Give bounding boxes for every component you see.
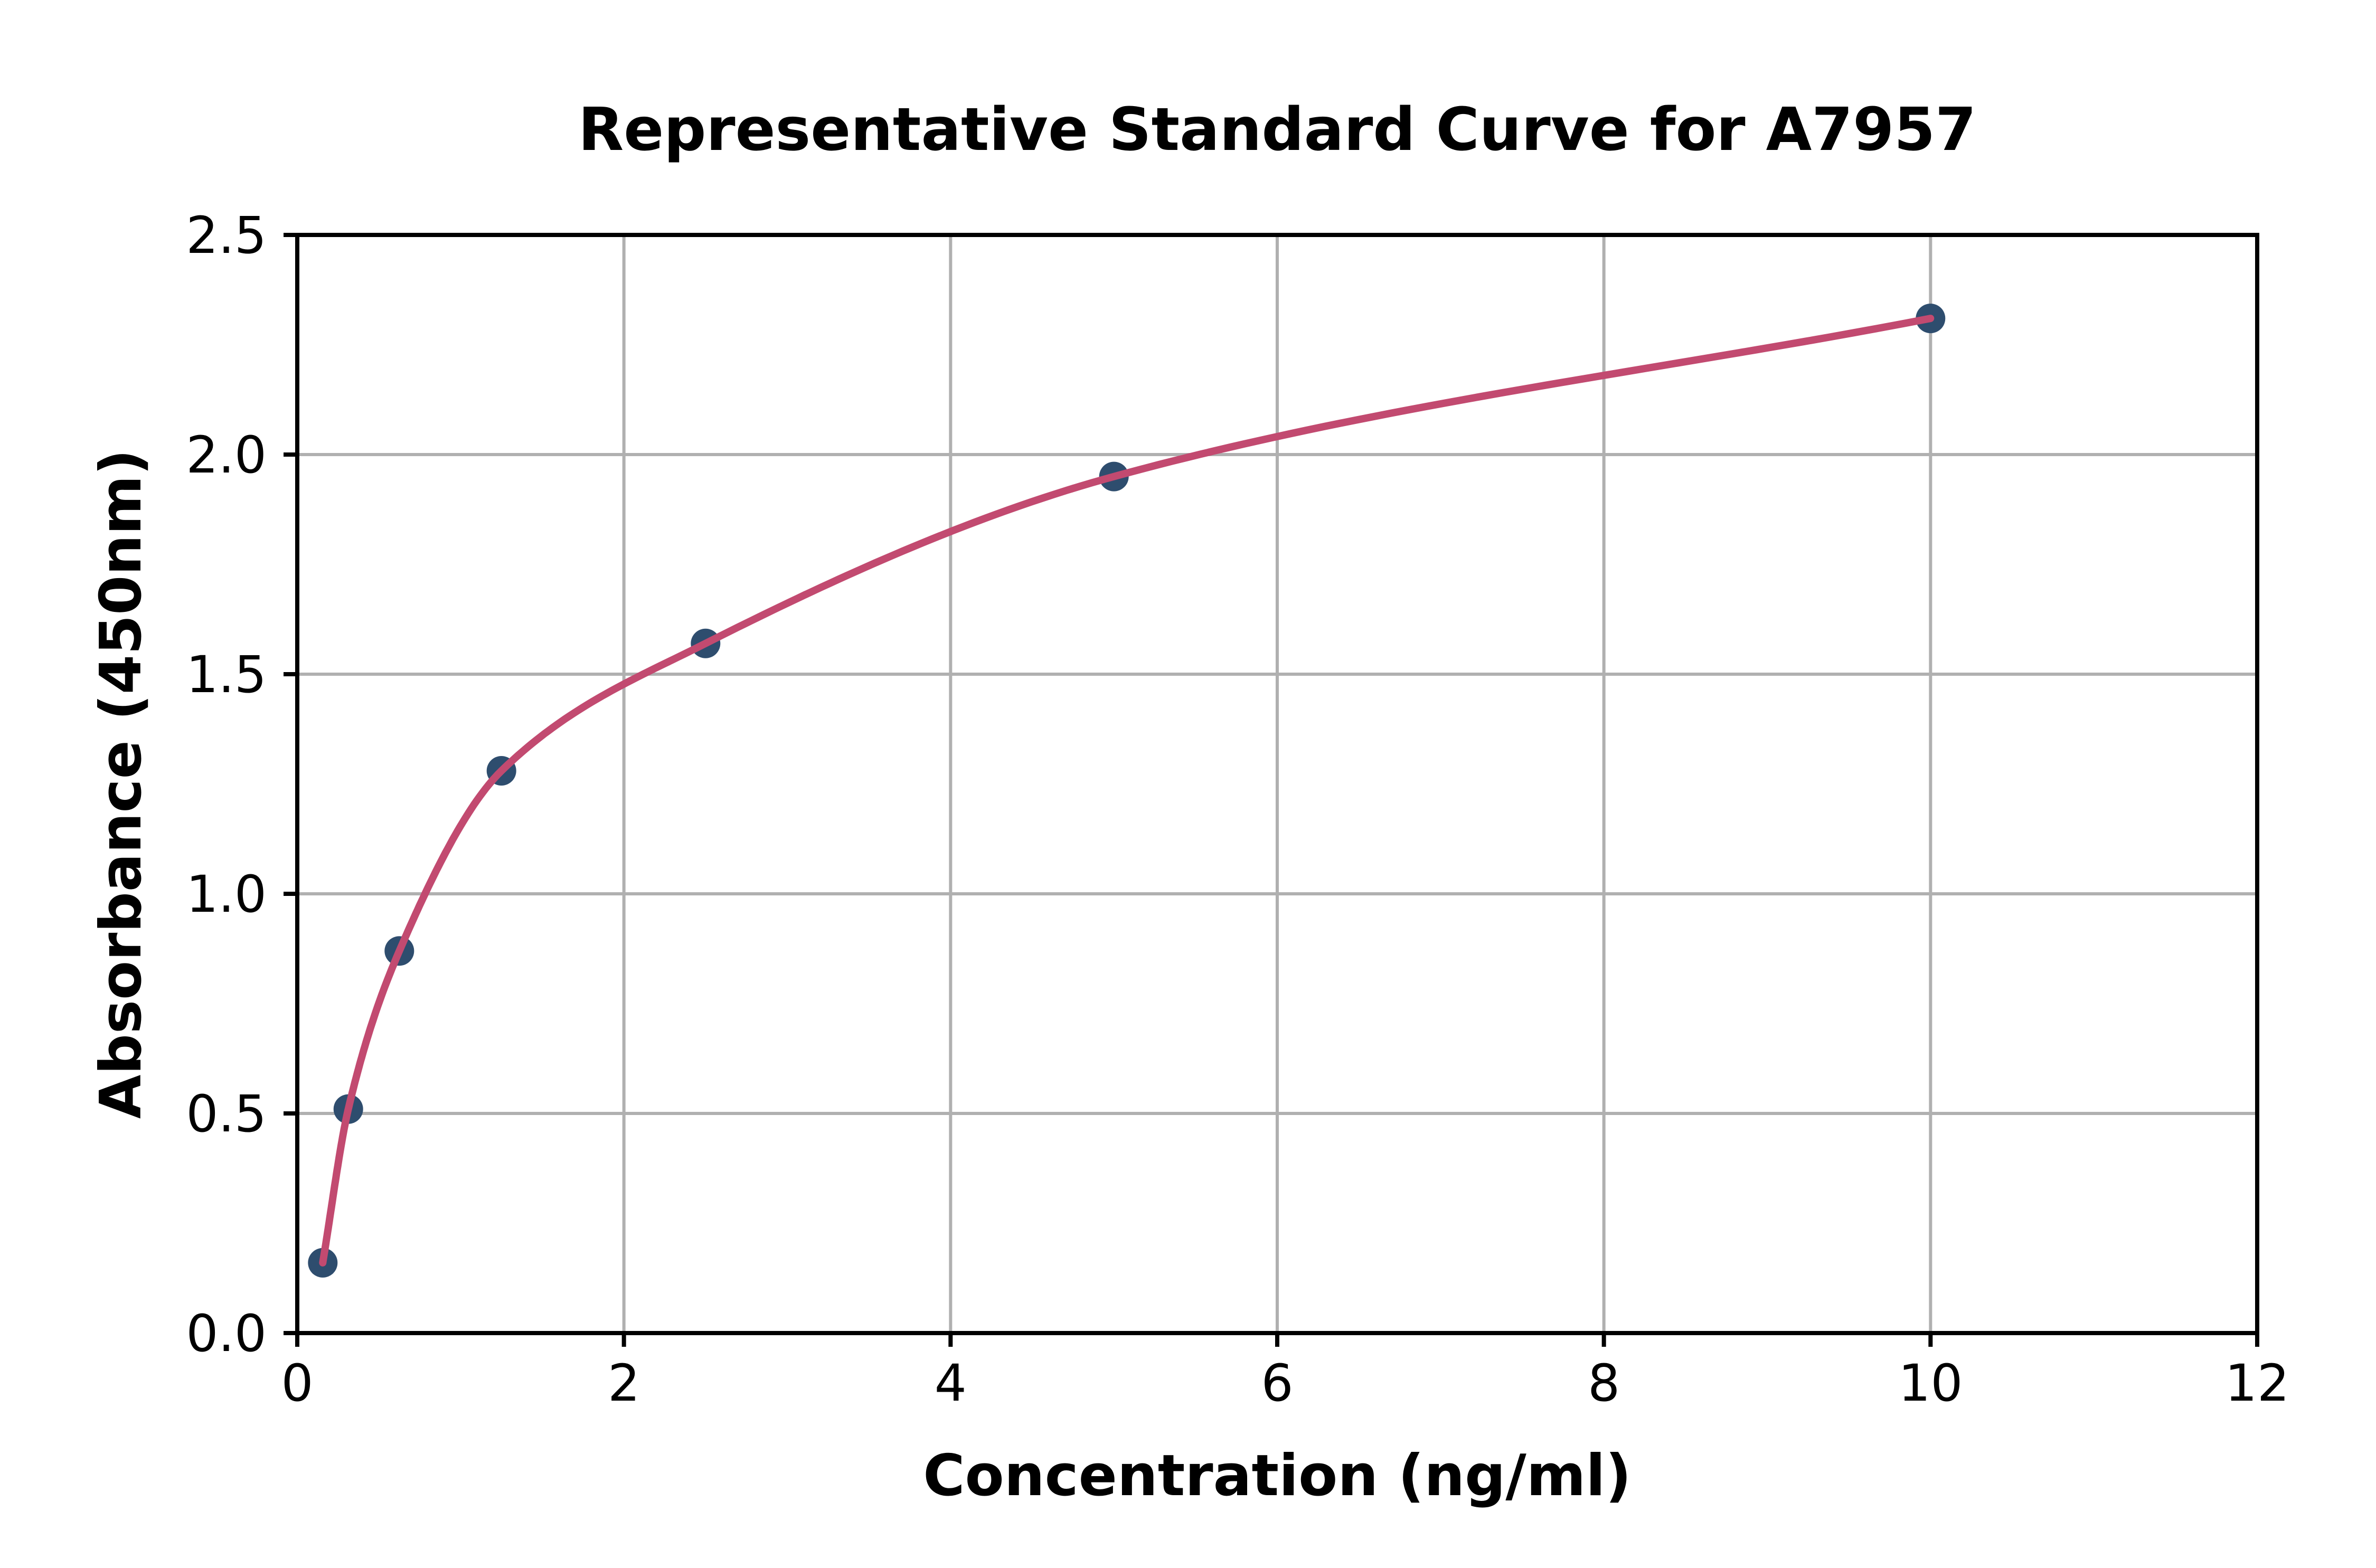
x-tick-label: 0 xyxy=(281,1354,313,1413)
gridlines xyxy=(296,233,2259,1335)
x-tick-label: 4 xyxy=(935,1354,967,1413)
x-tick-label: 10 xyxy=(1898,1354,1963,1413)
fit-curve xyxy=(319,315,1935,1267)
x-tick-label: 6 xyxy=(1261,1354,1293,1413)
y-tick-label: 1.0 xyxy=(186,865,267,924)
tick-labels: 0 2 4 6 8 10 12 0.0 0.5 1.0 1.5 2.0 2.5 xyxy=(186,206,2289,1413)
x-tick-label: 8 xyxy=(1588,1354,1620,1413)
y-tick-label: 0.0 xyxy=(186,1304,267,1363)
y-tick-label: 0.5 xyxy=(186,1084,267,1144)
x-tick-label: 2 xyxy=(608,1354,640,1413)
y-tick-label: 2.0 xyxy=(186,426,267,485)
x-tick-label: 12 xyxy=(2225,1354,2289,1413)
y-tick-label: 1.5 xyxy=(186,645,267,704)
y-tick-label: 2.5 xyxy=(186,206,267,265)
tick-marks xyxy=(284,233,2259,1347)
fit-curve-layer xyxy=(319,315,1935,1267)
data-points xyxy=(308,304,1946,1278)
chart-title: Representative Standard Curve for A7957 xyxy=(578,96,1977,164)
y-axis-label: Absorbance (450nm) xyxy=(88,449,154,1119)
x-axis-label: Concentration (ng/ml) xyxy=(923,1443,1632,1509)
